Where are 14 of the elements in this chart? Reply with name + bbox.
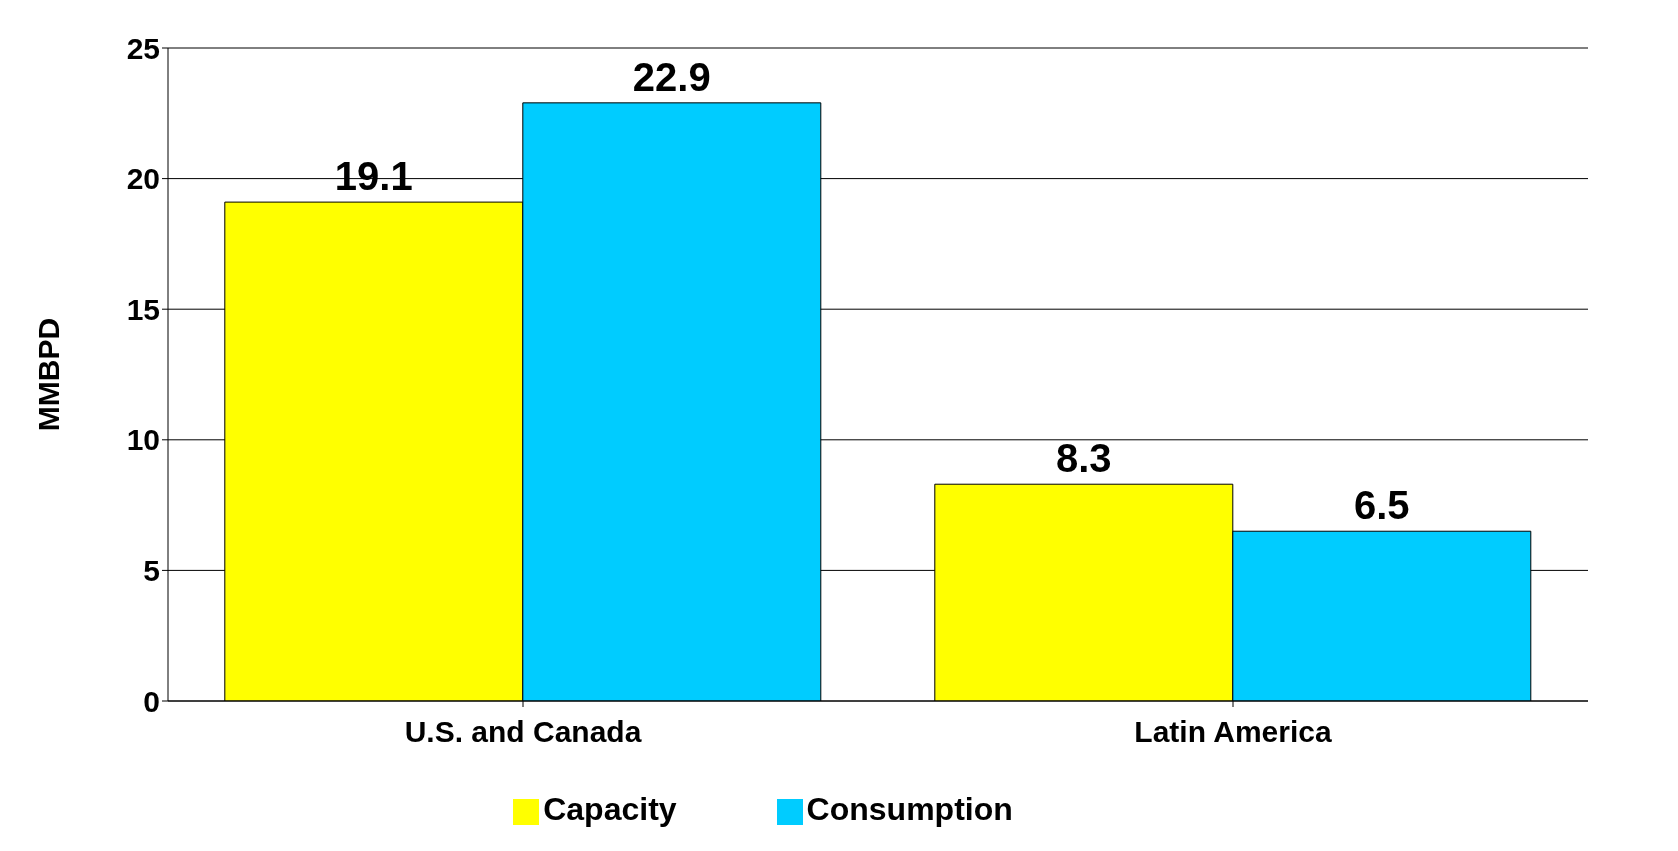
legend-label: Consumption xyxy=(806,791,1013,827)
legend-label: Capacity xyxy=(543,791,677,827)
data-label: 6.5 xyxy=(1354,483,1410,528)
data-label: 8.3 xyxy=(1056,436,1112,481)
y-tick-label: 5 xyxy=(143,554,160,588)
y-tick-label: 25 xyxy=(126,31,160,65)
y-tick-label: 10 xyxy=(126,423,160,457)
x-tick-label: U.S. and Canada xyxy=(404,715,642,749)
y-tick-label: 20 xyxy=(126,162,160,196)
y-tick-label: 15 xyxy=(126,292,160,326)
y-tick-label: 0 xyxy=(143,684,160,718)
data-label: 22.9 xyxy=(632,54,711,99)
x-tick-label: Latin America xyxy=(1134,715,1332,749)
y-axis-title: MMBPD xyxy=(31,317,65,432)
